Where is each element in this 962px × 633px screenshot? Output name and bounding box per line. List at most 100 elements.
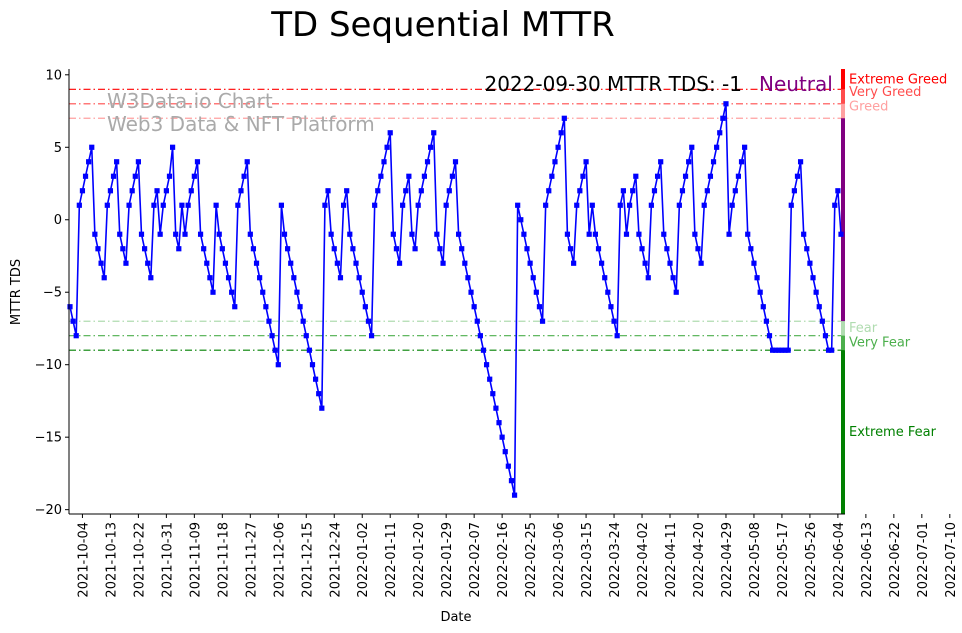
data-point	[160, 202, 166, 208]
x-tick-label: 2022-03-06	[552, 522, 567, 598]
watermark: W3Data.io Chart Web3 Data & NFT Platform	[107, 89, 375, 136]
data-point	[117, 231, 123, 237]
data-point	[428, 144, 434, 150]
data-point	[285, 246, 291, 252]
data-point	[608, 304, 614, 310]
data-point	[496, 420, 502, 426]
data-point	[714, 144, 720, 150]
data-point	[692, 231, 698, 237]
data-point	[558, 130, 564, 136]
data-point	[95, 246, 101, 252]
data-point	[269, 333, 275, 339]
x-tick-label: 2021-11-18	[216, 522, 231, 598]
data-point	[86, 159, 92, 165]
data-point	[169, 144, 176, 150]
data-point	[483, 362, 490, 368]
data-point	[561, 115, 567, 121]
data-point	[278, 202, 284, 208]
data-point	[197, 231, 204, 237]
data-point	[595, 246, 602, 252]
x-tick-label: 2022-01-20	[412, 522, 427, 598]
x-tick-label: 2021-11-09	[188, 522, 203, 598]
data-point	[325, 188, 331, 194]
threshold-label-extreme-greed: Extreme Greed	[849, 72, 947, 87]
x-tick-label: 2022-01-11	[384, 522, 399, 598]
data-point	[418, 188, 424, 194]
threshold-label-fear: Fear	[849, 321, 878, 336]
data-point	[431, 130, 437, 136]
y-tick-label: −15	[35, 431, 62, 446]
data-point	[468, 289, 474, 295]
data-point	[785, 347, 791, 353]
data-point	[760, 304, 766, 310]
data-point	[166, 173, 173, 179]
data-point	[636, 231, 642, 237]
data-point	[191, 173, 197, 179]
data-point	[707, 173, 714, 179]
data-point	[825, 347, 832, 353]
data-point	[530, 275, 536, 281]
data-point	[222, 260, 229, 266]
data-point	[682, 173, 689, 179]
data-point	[546, 188, 552, 194]
data-point	[686, 159, 692, 165]
data-point	[129, 188, 135, 194]
x-tick-label: 2021-10-04	[76, 522, 91, 598]
data-point	[104, 202, 110, 208]
data-point	[313, 376, 319, 382]
data-point	[804, 246, 810, 252]
data-point	[107, 188, 114, 194]
data-point	[611, 318, 617, 324]
x-tick-label: 2021-10-22	[132, 522, 147, 598]
data-point	[415, 202, 421, 208]
x-ticks: 2021-10-04 2021-10-13 2021-10-22 2021-10-31…	[76, 514, 959, 598]
threshold-label-extreme-fear: Extreme Fear	[849, 425, 937, 440]
data-point	[763, 318, 769, 324]
data-point	[257, 275, 263, 281]
data-point	[449, 173, 455, 179]
data-point	[70, 318, 76, 324]
data-point	[372, 202, 378, 208]
data-point	[832, 202, 838, 208]
data-point	[443, 202, 449, 208]
data-point	[776, 347, 782, 353]
x-tick-label: 2022-05-26	[804, 522, 819, 598]
data-point	[157, 231, 163, 237]
x-tick-label: 2022-03-24	[608, 522, 623, 598]
data-point	[123, 260, 129, 266]
data-point	[623, 231, 630, 237]
data-point	[347, 231, 353, 237]
data-point	[617, 202, 623, 208]
data-point	[421, 173, 428, 179]
data-point	[791, 188, 797, 194]
watermark-line-2: Web3 Data & NFT Platform	[107, 112, 375, 136]
data-point	[801, 231, 807, 237]
data-point	[782, 347, 788, 353]
data-point	[773, 347, 779, 353]
data-point	[735, 173, 742, 179]
data-point	[322, 202, 328, 208]
y-ticks: 10 5 0 −5 −10 −15 −20	[35, 68, 69, 518]
x-tick-label: 2021-12-06	[272, 522, 287, 598]
data-point	[701, 202, 707, 208]
data-point	[574, 202, 580, 208]
data-point	[452, 159, 459, 165]
data-point	[406, 173, 412, 179]
data-point	[816, 304, 822, 310]
data-point	[396, 260, 403, 266]
data-point	[645, 275, 651, 281]
data-point	[120, 246, 126, 252]
data-point	[138, 231, 145, 237]
data-point	[673, 289, 679, 295]
data-point	[400, 202, 406, 208]
data-point	[586, 231, 592, 237]
data-point	[185, 202, 191, 208]
x-tick-label: 2021-11-27	[244, 522, 259, 598]
data-point	[384, 144, 390, 150]
data-point	[179, 202, 185, 208]
data-point	[126, 202, 132, 208]
data-point	[306, 347, 312, 353]
x-tick-label: 2022-01-29	[440, 522, 455, 598]
data-point	[365, 318, 372, 324]
